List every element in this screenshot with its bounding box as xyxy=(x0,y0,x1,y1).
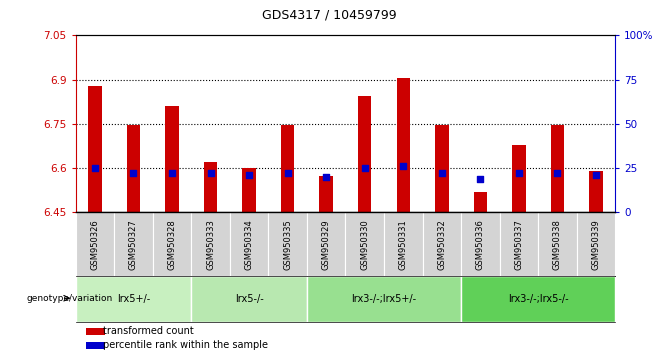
Point xyxy=(321,174,332,180)
Bar xyxy=(76,212,114,276)
Text: percentile rank within the sample: percentile rank within the sample xyxy=(103,340,268,350)
Bar xyxy=(499,212,538,276)
Text: GSM950332: GSM950332 xyxy=(438,219,446,270)
Bar xyxy=(512,144,526,212)
Text: GSM950334: GSM950334 xyxy=(245,219,253,270)
Point xyxy=(166,171,177,176)
Bar xyxy=(384,212,422,276)
Bar xyxy=(397,78,410,212)
Text: GSM950329: GSM950329 xyxy=(322,219,331,270)
Text: GDS4317 / 10459799: GDS4317 / 10459799 xyxy=(262,9,396,22)
Point xyxy=(244,172,255,178)
Bar xyxy=(345,212,384,276)
Bar xyxy=(422,212,461,276)
Bar xyxy=(204,162,217,212)
Point xyxy=(282,171,293,176)
Point xyxy=(89,165,100,171)
Text: GSM950335: GSM950335 xyxy=(283,219,292,270)
Point xyxy=(205,171,216,176)
Bar xyxy=(191,276,307,322)
Point xyxy=(552,171,563,176)
Text: GSM950328: GSM950328 xyxy=(168,219,176,270)
Text: GSM950338: GSM950338 xyxy=(553,219,562,270)
Bar xyxy=(589,171,603,212)
Point xyxy=(359,165,370,171)
Point xyxy=(128,171,139,176)
Text: GSM950337: GSM950337 xyxy=(515,219,523,270)
Text: lrx3-/-;lrx5+/-: lrx3-/-;lrx5+/- xyxy=(351,294,417,304)
Bar xyxy=(307,212,345,276)
Bar xyxy=(242,168,256,212)
Bar xyxy=(230,212,268,276)
Bar xyxy=(474,192,487,212)
Bar xyxy=(268,212,307,276)
Text: lrx3-/-;lrx5-/-: lrx3-/-;lrx5-/- xyxy=(508,294,569,304)
Point xyxy=(436,171,447,176)
Text: GSM950331: GSM950331 xyxy=(399,219,408,270)
Text: GSM950339: GSM950339 xyxy=(592,219,601,270)
Bar xyxy=(86,342,105,349)
Text: GSM950336: GSM950336 xyxy=(476,219,485,270)
Text: lrx5+/-: lrx5+/- xyxy=(117,294,150,304)
Point xyxy=(514,171,524,176)
Point xyxy=(591,172,601,178)
Bar xyxy=(435,125,449,212)
Text: transformed count: transformed count xyxy=(103,326,193,336)
Bar xyxy=(551,125,564,212)
Bar xyxy=(114,212,153,276)
Bar xyxy=(358,96,372,212)
Text: GSM950327: GSM950327 xyxy=(129,219,138,270)
Bar xyxy=(307,276,461,322)
Bar xyxy=(281,125,294,212)
Bar xyxy=(461,276,615,322)
Bar xyxy=(165,106,179,212)
Point xyxy=(475,176,486,182)
Bar xyxy=(319,176,333,212)
Text: GSM950330: GSM950330 xyxy=(360,219,369,270)
Bar xyxy=(461,212,499,276)
Bar xyxy=(86,327,105,335)
Bar xyxy=(88,86,102,212)
Text: GSM950326: GSM950326 xyxy=(90,219,99,270)
Bar xyxy=(576,212,615,276)
Bar xyxy=(153,212,191,276)
Bar xyxy=(76,276,191,322)
Bar xyxy=(127,125,140,212)
Text: GSM950333: GSM950333 xyxy=(206,219,215,270)
Bar xyxy=(538,212,576,276)
Bar xyxy=(191,212,230,276)
Text: genotype/variation: genotype/variation xyxy=(26,294,113,303)
Text: lrx5-/-: lrx5-/- xyxy=(235,294,263,304)
Point xyxy=(398,164,409,169)
